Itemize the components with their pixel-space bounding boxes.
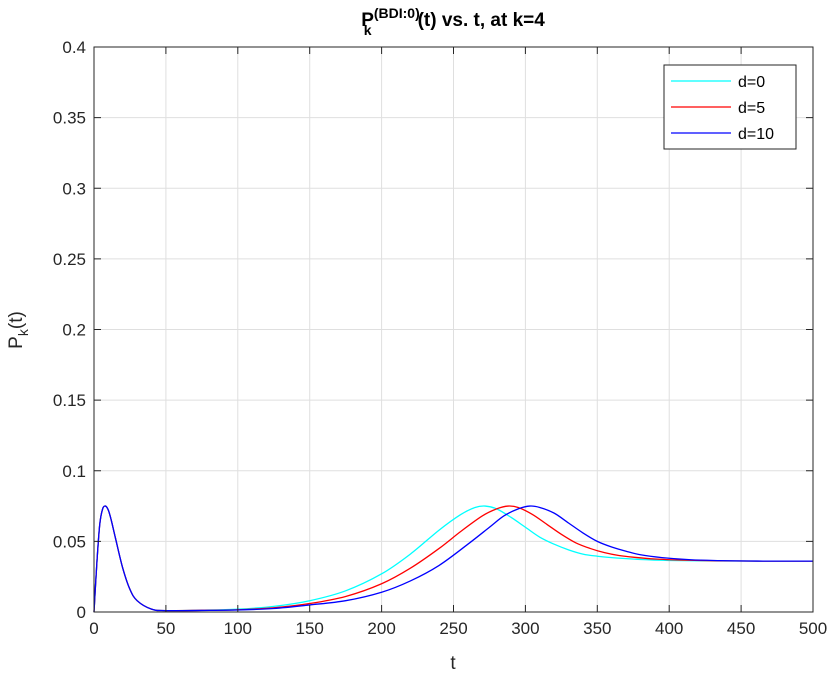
title-superscript: (BDI:0) bbox=[374, 5, 420, 21]
series-layer bbox=[93, 505, 814, 613]
x-tick-label: 400 bbox=[655, 619, 683, 638]
x-tick-label: 150 bbox=[296, 619, 324, 638]
title-subscript: k bbox=[364, 22, 372, 38]
x-tick-label: 100 bbox=[224, 619, 252, 638]
y-axis-label: Pk(t) bbox=[6, 311, 31, 349]
title-rest: (t) vs. t, at k=4 bbox=[418, 10, 546, 31]
series-line-d=10 bbox=[93, 505, 814, 613]
y-tick-label: 0.4 bbox=[62, 38, 86, 57]
x-tick-label: 0 bbox=[89, 619, 98, 638]
x-tick-label: 200 bbox=[367, 619, 395, 638]
ylabel-main: P bbox=[6, 336, 27, 349]
x-tick-label: 50 bbox=[156, 619, 175, 638]
x-tick-label: 250 bbox=[439, 619, 467, 638]
x-tick-label: 450 bbox=[727, 619, 755, 638]
y-tick-label: 0.25 bbox=[53, 250, 86, 269]
y-tick-label: 0.3 bbox=[62, 179, 86, 198]
y-tick-label: 0.05 bbox=[53, 532, 86, 551]
x-tick-label: 500 bbox=[799, 619, 827, 638]
y-tick-label: 0.15 bbox=[53, 391, 86, 410]
chart-title: P(BDI:0) k (t) vs. t, at k=4 bbox=[361, 5, 545, 38]
y-axis-ticks: 0 0.05 0.1 0.15 0.2 0.25 0.3 0.35 0.4 bbox=[53, 38, 813, 622]
x-tick-label: 300 bbox=[511, 619, 539, 638]
y-tick-label: 0 bbox=[77, 603, 86, 622]
y-tick-label: 0.2 bbox=[62, 321, 86, 340]
ylabel-subscript: k bbox=[15, 328, 31, 336]
y-tick-label: 0.1 bbox=[62, 462, 86, 481]
x-axis-ticks: 0 50 100 150 200 250 300 350 400 450 500 bbox=[89, 47, 827, 638]
legend: d=0 d=5 d=10 bbox=[663, 64, 797, 150]
legend-label-d5: d=5 bbox=[738, 100, 765, 117]
title-main: P bbox=[361, 10, 374, 31]
ylabel-rest: (t) bbox=[6, 311, 27, 329]
x-axis-label: t bbox=[450, 653, 456, 674]
legend-label-d10: d=10 bbox=[738, 126, 774, 143]
y-tick-label: 0.35 bbox=[53, 109, 86, 128]
x-tick-label: 350 bbox=[583, 619, 611, 638]
legend-label-d0: d=0 bbox=[738, 74, 765, 91]
